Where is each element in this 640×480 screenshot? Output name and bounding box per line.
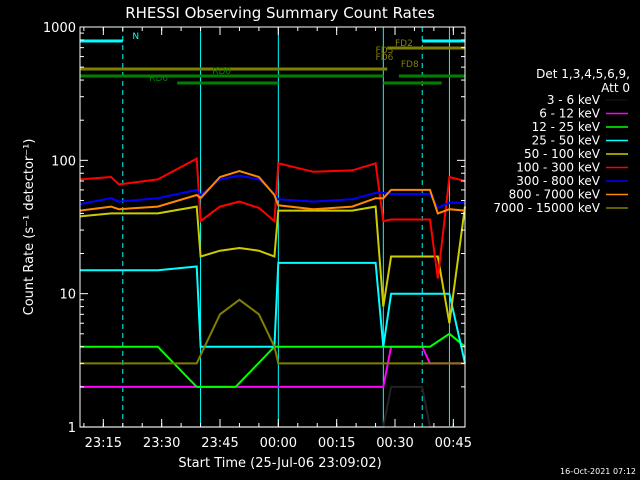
y-tick-label: 10 bbox=[59, 288, 76, 303]
series-line bbox=[80, 298, 465, 365]
x-tick-label: 00:45 bbox=[435, 436, 472, 451]
x-tick-label: 23:30 bbox=[143, 436, 180, 451]
series-group bbox=[79, 156, 466, 428]
timestamp: 16-Oct-2021 07:12 bbox=[560, 467, 636, 476]
legend-entry-label: 12 - 25 keV bbox=[532, 120, 601, 134]
x-tick-label: 23:15 bbox=[85, 436, 122, 451]
x-tick-label: 00:00 bbox=[260, 436, 297, 451]
x-tick-label: 00:30 bbox=[376, 436, 413, 451]
y-tick-label: 1 bbox=[68, 421, 76, 436]
flag-bar-label: FD3 bbox=[376, 46, 394, 56]
legend-entry-label: 7000 - 15000 keV bbox=[493, 201, 600, 215]
x-axis-label: Start Time (25-Jul-06 23:09:02) bbox=[178, 456, 381, 471]
flag-bar-label: FD6 bbox=[376, 53, 394, 63]
flag-bar-label: FD2 bbox=[395, 39, 413, 49]
plot-area bbox=[122, 27, 466, 427]
legend-entry-label: 300 - 800 keV bbox=[516, 174, 600, 188]
series-line bbox=[79, 174, 465, 210]
legend-entry-label: 100 - 300 keV bbox=[516, 161, 600, 175]
legend-entry-label: 50 - 100 keV bbox=[524, 147, 601, 161]
series-line bbox=[79, 170, 466, 215]
series-line bbox=[80, 345, 465, 388]
legend-entry-label: 6 - 12 keV bbox=[539, 107, 601, 121]
legend-header: Det 1,3,4,5,6,9, bbox=[536, 67, 630, 81]
series-line bbox=[79, 156, 466, 279]
legend-header: Att 0 bbox=[601, 81, 630, 95]
legend-entry-label: 3 - 6 keV bbox=[547, 93, 601, 107]
y-axis: 1 10 100 1000 bbox=[43, 21, 465, 436]
legend-entry-label: 800 - 7000 keV bbox=[509, 188, 601, 202]
plot-frame bbox=[79, 26, 466, 428]
series-line bbox=[79, 205, 466, 324]
chart-title: RHESSI Observing Summary Count Rates bbox=[125, 4, 435, 22]
series-line bbox=[80, 261, 466, 364]
series-line bbox=[80, 385, 465, 428]
x-tick-label: 23:45 bbox=[201, 436, 238, 451]
legend-entry-label: 25 - 50 keV bbox=[532, 134, 601, 148]
flag-bar-label: RD6 bbox=[149, 74, 168, 84]
y-tick-label: 100 bbox=[51, 154, 76, 169]
x-axis: 23:15 23:30 23:45 00:00 00:15 00:30 00:45 bbox=[83, 27, 472, 451]
y-tick-label: 1000 bbox=[43, 21, 76, 36]
x-tick-label: 00:15 bbox=[318, 436, 355, 451]
series-line bbox=[80, 332, 466, 388]
flag-bar-label: RD0 bbox=[212, 67, 231, 77]
y-axis-label: Count Rate (s⁻¹ detector⁻¹) bbox=[22, 139, 37, 316]
flag-bar-label: FD8 bbox=[401, 60, 419, 70]
flag-bar-label: N bbox=[132, 32, 139, 42]
